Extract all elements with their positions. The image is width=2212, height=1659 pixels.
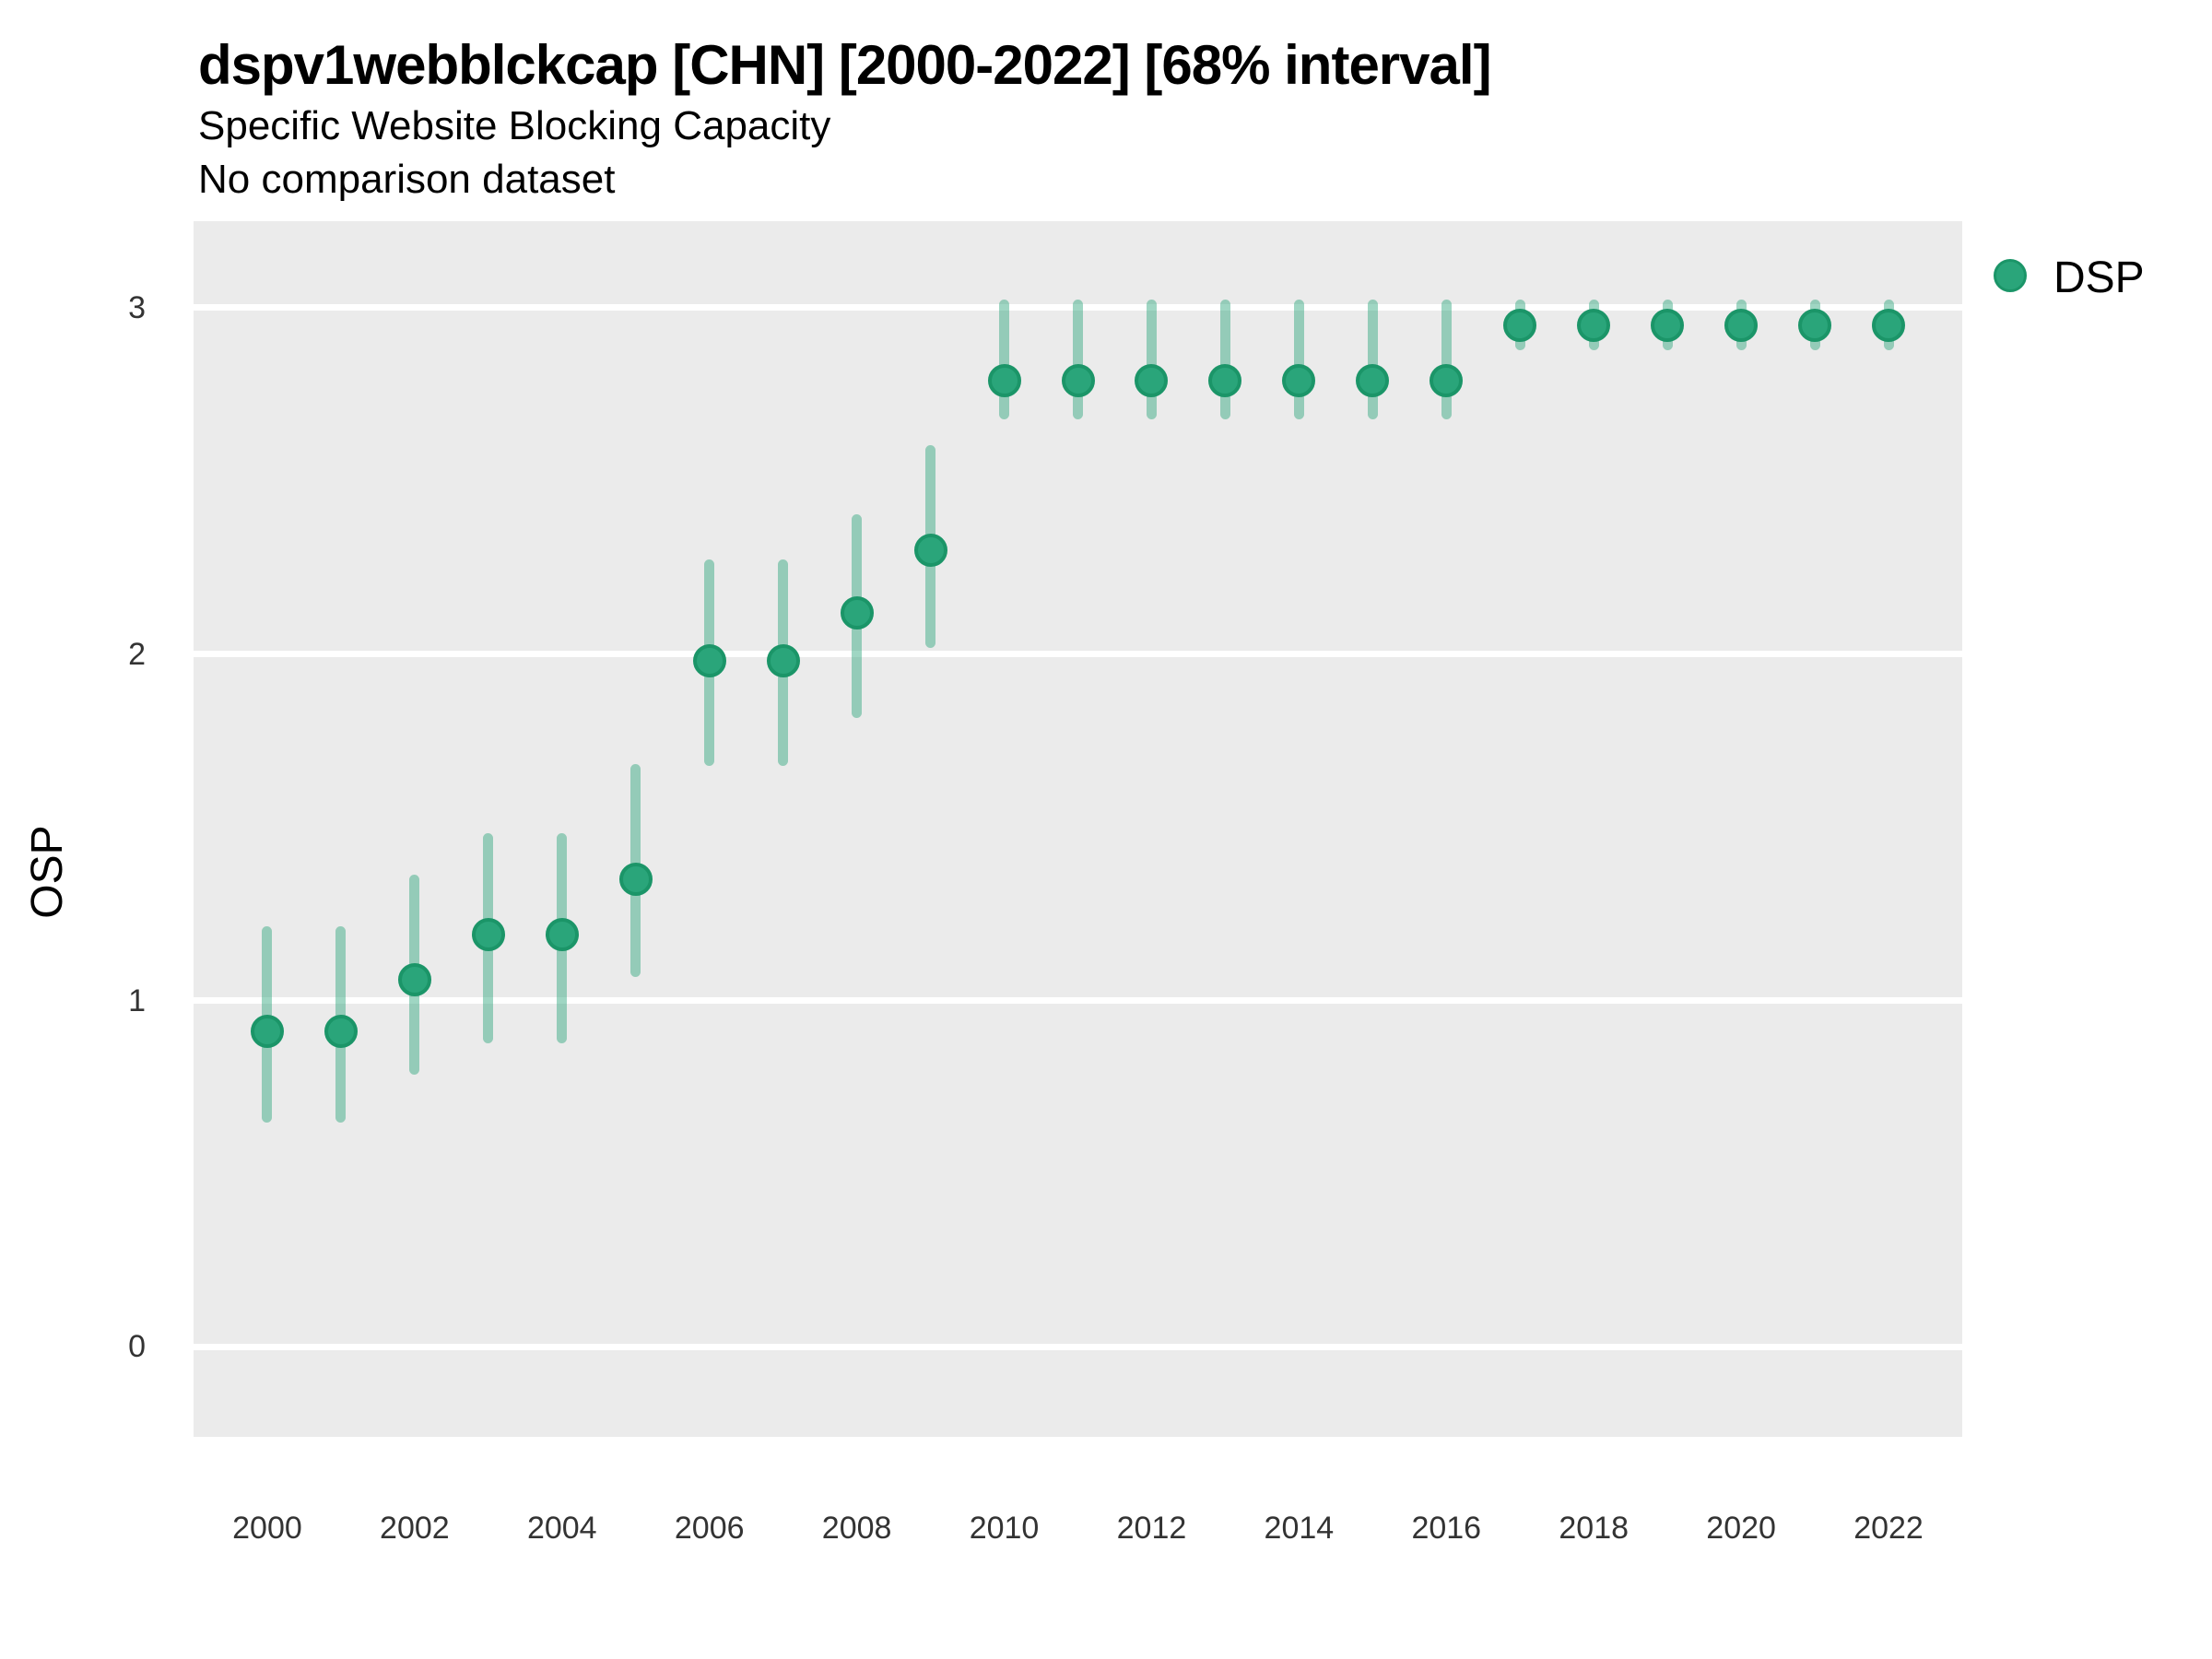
- interval-bar-2012: [1146, 300, 1157, 420]
- x-tick-label: 2010: [969, 1511, 1040, 1546]
- x-tick-label: 2004: [526, 1511, 597, 1546]
- x-tick-label: 2020: [1706, 1511, 1776, 1546]
- data-point-2000: [250, 1015, 284, 1049]
- data-point-2014: [1282, 363, 1316, 397]
- x-tick-label: 2000: [232, 1511, 302, 1546]
- chart-subtitle: Specific Website Blocking Capacity: [198, 103, 831, 148]
- data-point-2005: [618, 862, 653, 896]
- x-tick-label: 2014: [1264, 1511, 1335, 1546]
- data-point-2019: [1651, 308, 1685, 342]
- x-tick-label: 2012: [1116, 1511, 1187, 1546]
- data-point-2008: [840, 595, 874, 629]
- chart-note: No comparison dataset: [198, 157, 616, 202]
- interval-bar-2010: [999, 300, 1010, 420]
- data-point-2003: [471, 918, 505, 952]
- data-point-2022: [1872, 308, 1906, 342]
- chart-title: dspv1webblckcap [CHN] [2000-2022] [68% i…: [198, 34, 1492, 96]
- data-point-2004: [545, 918, 579, 952]
- legend-label: DSP: [2053, 253, 2145, 302]
- y-tick-label: 0: [128, 1329, 146, 1365]
- data-point-2006: [692, 644, 726, 678]
- x-tick-label: 2018: [1559, 1511, 1630, 1546]
- x-tick-label: 2016: [1411, 1511, 1482, 1546]
- data-point-2012: [1135, 363, 1169, 397]
- gridline: [194, 1343, 1962, 1350]
- interval-bar-2013: [1219, 300, 1230, 420]
- x-tick-label: 2002: [380, 1511, 450, 1546]
- data-point-2001: [324, 1015, 358, 1049]
- plot-panel: [194, 221, 1962, 1437]
- gridline: [194, 997, 1962, 1004]
- x-tick-label: 2008: [821, 1511, 892, 1546]
- y-axis-title: OSP: [23, 825, 72, 919]
- interval-bar-2015: [1367, 300, 1378, 420]
- interval-bar-2014: [1293, 300, 1304, 420]
- data-point-2009: [913, 533, 947, 567]
- interval-bar-2011: [1073, 300, 1083, 420]
- y-tick-label: 1: [128, 982, 146, 1018]
- x-tick-label: 2006: [674, 1511, 745, 1546]
- y-tick-label: 2: [128, 636, 146, 672]
- gridline: [194, 651, 1962, 658]
- data-point-2010: [987, 363, 1021, 397]
- data-point-2013: [1208, 363, 1242, 397]
- y-tick-label: 3: [128, 289, 146, 325]
- data-point-2021: [1798, 308, 1832, 342]
- data-point-2002: [397, 962, 431, 996]
- data-point-2016: [1430, 363, 1464, 397]
- data-point-2007: [766, 644, 800, 678]
- interval-bar-2016: [1441, 300, 1452, 420]
- data-point-2018: [1577, 308, 1611, 342]
- data-point-2017: [1503, 308, 1537, 342]
- data-point-2011: [1061, 363, 1095, 397]
- data-point-2020: [1724, 308, 1759, 342]
- legend-point-icon: [1994, 259, 2027, 292]
- data-point-2015: [1356, 363, 1390, 397]
- x-tick-label: 2022: [1853, 1511, 1924, 1546]
- gridline: [194, 304, 1962, 312]
